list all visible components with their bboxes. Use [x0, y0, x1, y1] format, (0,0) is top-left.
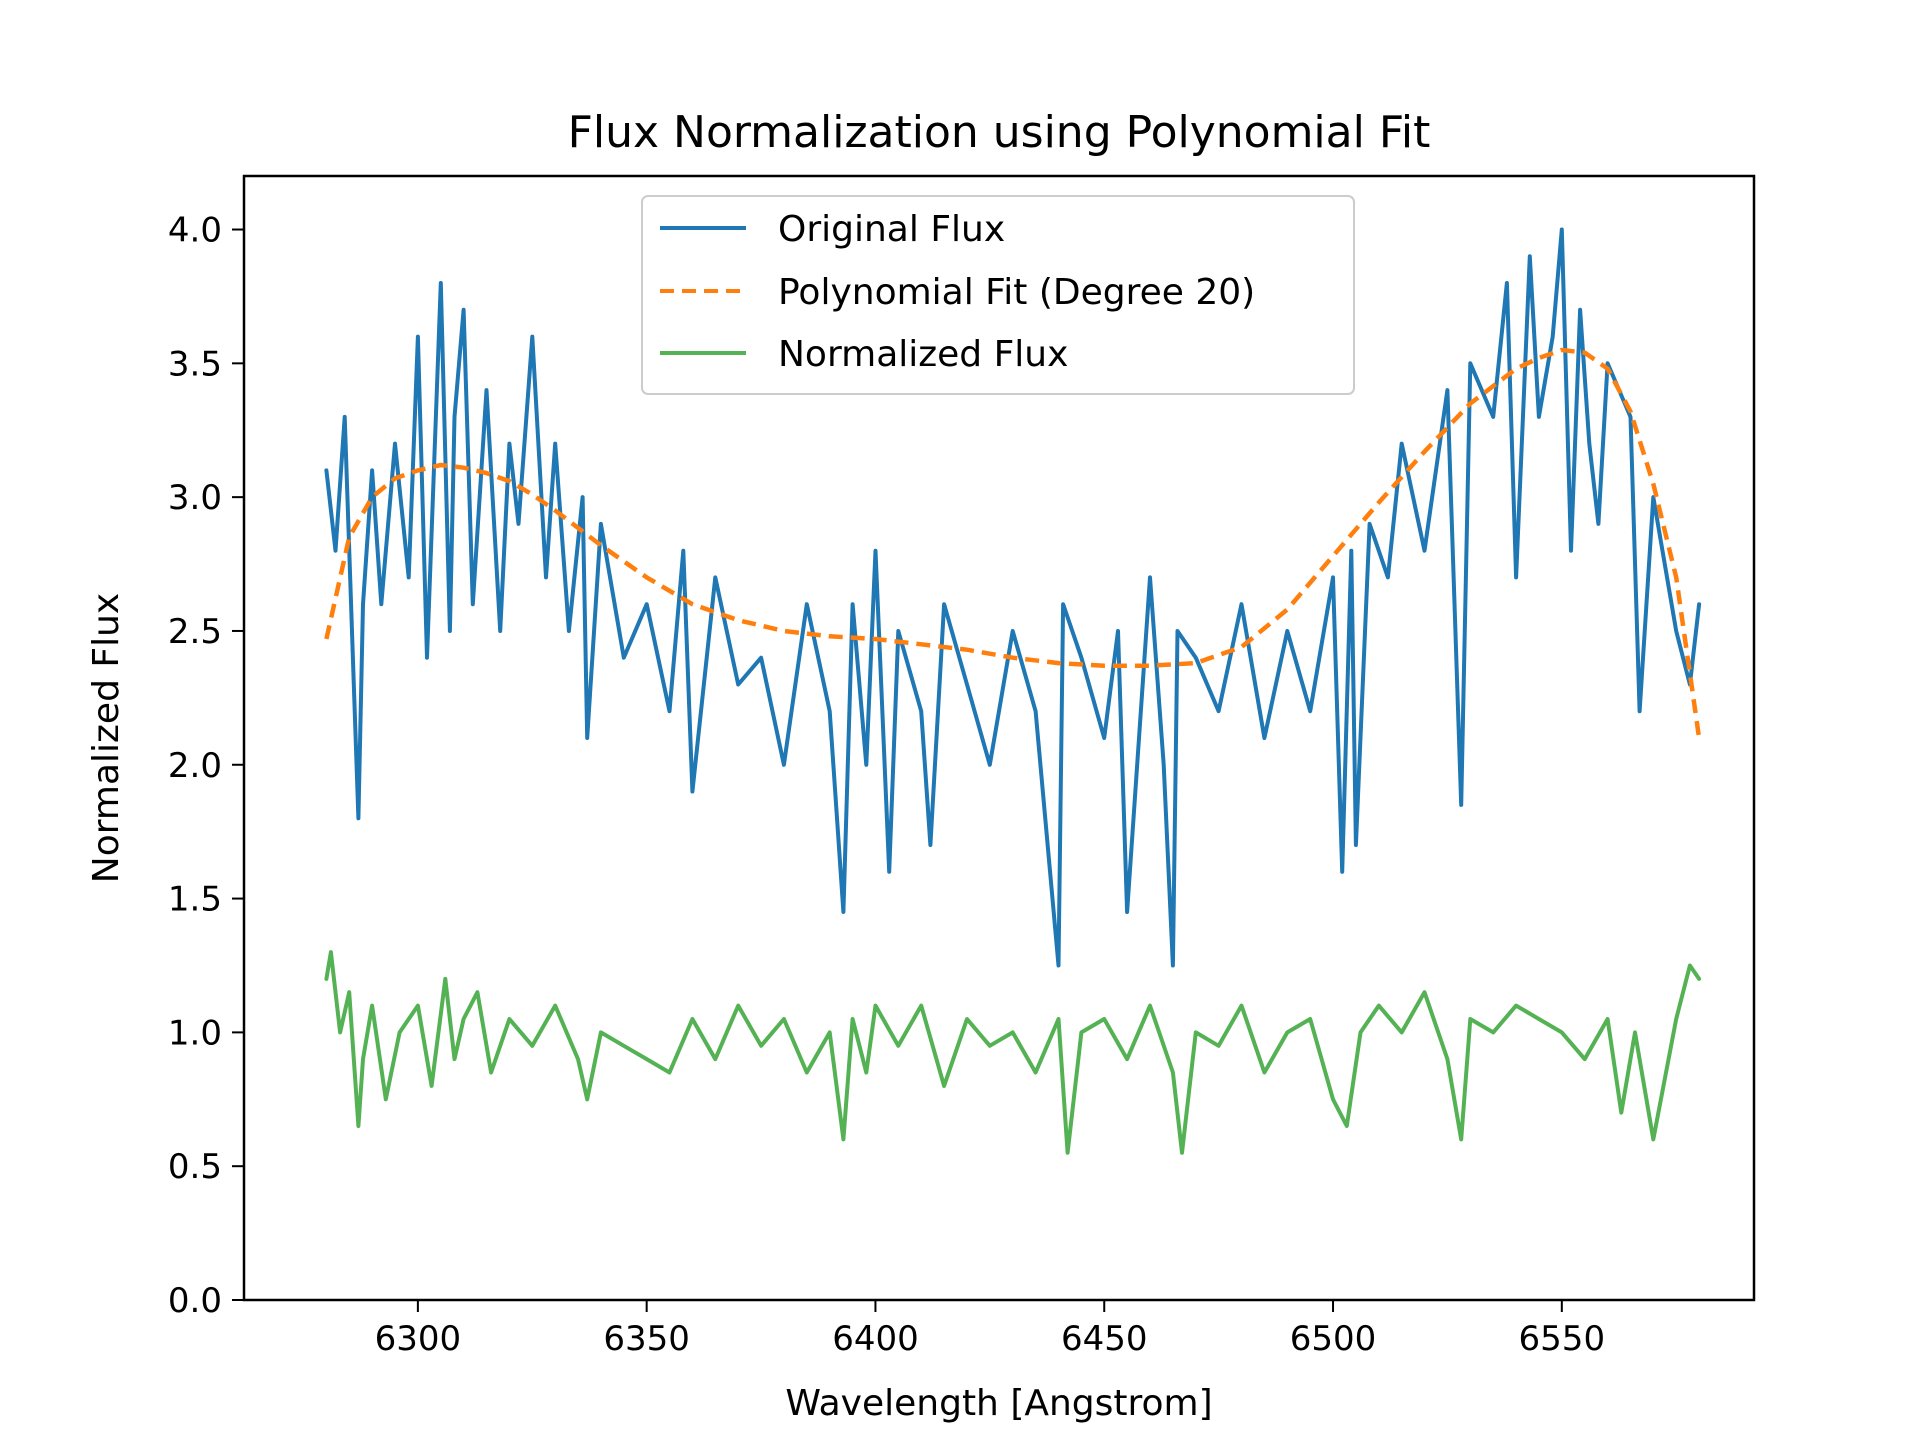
- y-tick-label: 0.5: [168, 1147, 222, 1187]
- x-axis-label: Wavelength [Angstrom]: [785, 1383, 1212, 1424]
- y-tick-label: 1.5: [168, 880, 222, 920]
- legend-box: [641, 195, 1355, 395]
- series-line-original-flux: [324, 227, 1702, 968]
- x-tick-label: 6500: [1290, 1319, 1377, 1359]
- chart-title: Flux Normalization using Polynomial Fit: [568, 107, 1431, 158]
- y-tick-label: 3.0: [168, 478, 222, 518]
- plot-frame: [242, 174, 1756, 1302]
- y-tick-label: 4.0: [168, 211, 222, 251]
- x-tick-label: 6450: [1061, 1319, 1148, 1359]
- y-axis-ticks: 0.0 0.5 1.0 1.5 2.0 2.5 3.0 3.5 4.0: [168, 211, 244, 1321]
- series-line-normalized-flux: [324, 950, 1702, 1155]
- y-tick-label: 2.5: [168, 612, 222, 652]
- x-tick-label: 6300: [375, 1319, 462, 1359]
- legend: Original Flux Polynomial Fit (Degree 20)…: [641, 195, 1355, 395]
- x-tick-label: 6400: [832, 1319, 919, 1359]
- x-axis-ticks: 6300 6350 6400 6450 6500 6550: [375, 1300, 1605, 1359]
- y-tick-label: 1.0: [168, 1013, 222, 1053]
- legend-label-original-flux: Original Flux: [778, 209, 1005, 250]
- series-layer: [324, 227, 1702, 1155]
- y-tick-label: 3.5: [168, 344, 222, 384]
- legend-label-polynomial-fit: Polynomial Fit (Degree 20): [778, 272, 1255, 313]
- y-axis-label: Normalized Flux: [86, 593, 127, 883]
- x-tick-label: 6550: [1519, 1319, 1606, 1359]
- series-line-polynomial-fit: [324, 347, 1702, 739]
- y-tick-label: 2.0: [168, 746, 222, 786]
- legend-label-normalized-flux: Normalized Flux: [778, 334, 1068, 375]
- x-tick-label: 6350: [603, 1319, 690, 1359]
- y-tick-label: 0.0: [168, 1281, 222, 1321]
